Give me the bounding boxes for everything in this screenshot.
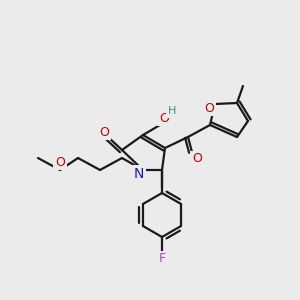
Text: N: N xyxy=(134,167,144,181)
Text: O: O xyxy=(204,101,214,115)
Text: F: F xyxy=(158,253,166,266)
Text: H: H xyxy=(168,106,176,116)
Text: O: O xyxy=(192,152,202,166)
Text: O: O xyxy=(99,125,109,139)
Text: O: O xyxy=(159,112,169,124)
Text: O: O xyxy=(55,155,65,169)
